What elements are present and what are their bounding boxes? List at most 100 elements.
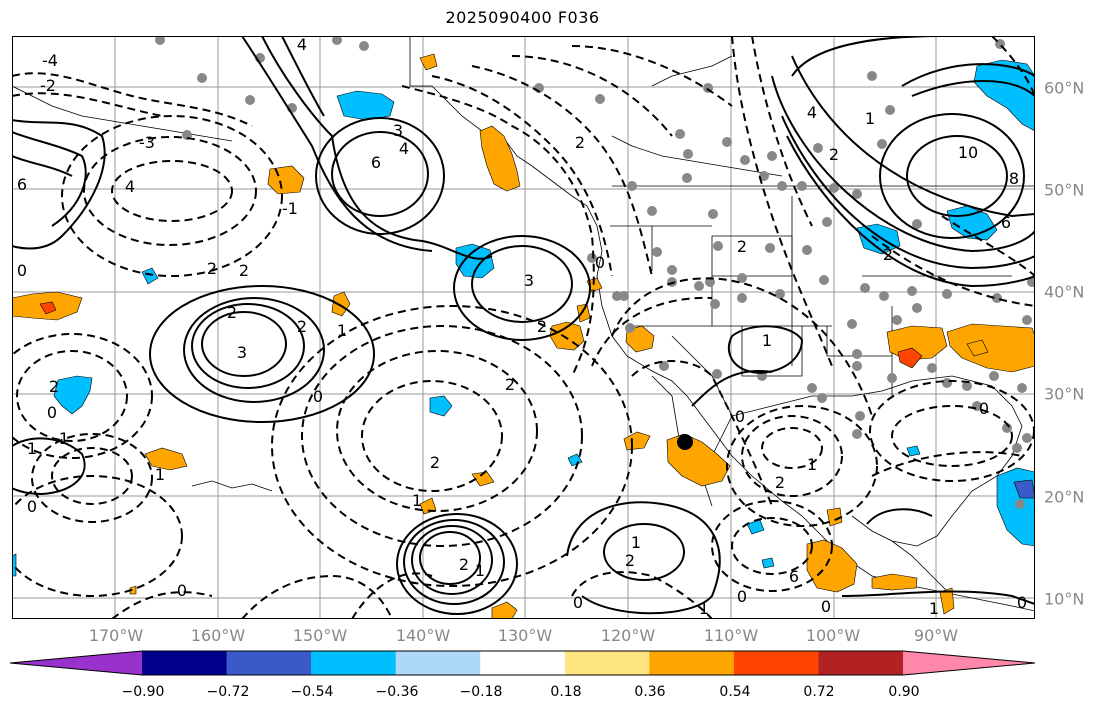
contour-label: 0 <box>177 581 187 600</box>
contour-label: 4 <box>297 36 307 54</box>
contour-labels: -4 -2 6 4 -3 -1 6 4 3 3 2 3 2 1 2 2 0 0 … <box>17 36 1027 618</box>
contour-label: 0 <box>595 253 605 272</box>
contour-label: 1 <box>762 331 772 350</box>
lon-label: 90°W <box>913 626 959 645</box>
lon-label: 120°W <box>600 626 656 645</box>
colorbar-segment <box>564 651 650 675</box>
contour-label: 2 <box>625 551 635 570</box>
contour-label: 1 <box>699 599 709 618</box>
map-frame <box>12 36 1035 619</box>
lat-label: 40°N <box>1044 282 1085 302</box>
contour-label: 1 <box>27 439 37 458</box>
contour-label: 1 <box>155 465 165 484</box>
colorbar-tick: −0.18 <box>459 684 503 700</box>
contour-label: 2 <box>575 133 585 152</box>
colorbar-segment <box>480 651 566 675</box>
contour-label: 2 <box>49 377 59 396</box>
contour-label: 10 <box>958 143 978 162</box>
map-title: 2025090400 F036 <box>445 8 600 27</box>
contour-label: 2 <box>775 473 785 492</box>
contour-label: 3 <box>237 343 247 362</box>
lon-label: 140°W <box>395 626 451 645</box>
lon-label: 100°W <box>805 626 861 645</box>
colorbar-tick: 0.90 <box>888 684 920 700</box>
contour-label: 2 <box>239 261 249 280</box>
contour-label: 2 <box>207 259 217 278</box>
contour-label: 6 <box>371 153 381 172</box>
contour-label: 0 <box>821 597 831 616</box>
contour-label: 6 <box>17 175 27 194</box>
contour-label: 1 <box>807 455 817 474</box>
contour-label: 4 <box>807 103 817 122</box>
contour-label: 1 <box>929 599 939 618</box>
colorbar-segment <box>142 651 228 675</box>
contour-label: 1 <box>412 491 422 510</box>
contour-label: 0 <box>47 403 57 422</box>
contour-label: 6 <box>1001 213 1011 232</box>
contour-label: 2 <box>227 303 237 322</box>
station-dots <box>155 36 1035 509</box>
contour-label: -2 <box>40 76 56 95</box>
lon-label: 170°W <box>88 626 144 645</box>
weather-map: -4 -2 6 4 -3 -1 6 4 3 3 2 3 2 1 2 2 0 0 … <box>12 36 1035 619</box>
contour-label: 8 <box>1009 169 1019 188</box>
contour-label: 1 <box>337 321 347 340</box>
colorbar-tick: 0.18 <box>550 684 582 700</box>
colorbar-tick: −0.54 <box>290 684 334 700</box>
colorbar-tick: −0.90 <box>121 684 165 700</box>
colorbar-segment <box>649 651 735 675</box>
colorbar-extend-low <box>10 651 142 675</box>
contours-solid <box>12 36 1035 615</box>
contour-label: 0 <box>735 407 745 426</box>
colorbar-tick: −0.36 <box>375 684 419 700</box>
map-background <box>12 36 1035 619</box>
contour-label: 0 <box>1017 593 1027 612</box>
lat-label: 20°N <box>1044 487 1085 507</box>
colorbar-segment <box>226 651 312 675</box>
colorbar-tick: 0.54 <box>719 684 751 700</box>
contour-label: 1 <box>475 561 485 580</box>
contour-label: -1 <box>282 199 298 218</box>
colorbar-tick: −0.72 <box>206 684 250 700</box>
colorbar-segment <box>818 651 904 675</box>
contour-label: 2 <box>829 145 839 164</box>
colorbar-segment <box>395 651 481 675</box>
contour-label: -4 <box>42 51 58 70</box>
contour-label: 0 <box>573 593 583 612</box>
lon-label: 130°W <box>497 626 553 645</box>
contour-label: 0 <box>27 497 37 516</box>
contour-label: 1 <box>59 429 69 448</box>
contour-label: 0 <box>17 261 27 280</box>
contour-label: 3 <box>393 121 403 140</box>
lon-label: 160°W <box>190 626 246 645</box>
colorbar-tick: 0.36 <box>634 684 666 700</box>
contour-label: 3 <box>524 271 534 290</box>
contour-label: 2 <box>297 317 307 336</box>
contour-label: 2 <box>430 453 440 472</box>
contour-label: 2 <box>737 237 747 256</box>
contour-label: 2 <box>537 317 547 336</box>
contour-label: 2 <box>505 375 515 394</box>
colorbar <box>10 650 1036 676</box>
contour-label: 6 <box>789 567 799 586</box>
colorbar-segment <box>733 651 819 675</box>
contour-label: 2 <box>459 555 469 574</box>
contour-label: -3 <box>139 133 155 152</box>
contour-label: 1 <box>865 109 875 128</box>
contour-label: 2 <box>883 245 893 264</box>
lon-label: 150°W <box>292 626 348 645</box>
colorbar-segment <box>311 651 397 675</box>
colorbar-extend-high <box>903 651 1035 675</box>
lon-label: 110°W <box>703 626 759 645</box>
lat-label: 30°N <box>1044 384 1085 404</box>
lat-label: 60°N <box>1044 78 1085 98</box>
contour-label: 0 <box>737 587 747 606</box>
contour-label: 4 <box>125 177 135 196</box>
contour-label: 0 <box>979 399 989 418</box>
storm-center-marker <box>677 434 693 450</box>
contour-label: 0 <box>313 387 323 406</box>
colorbar-tick: 0.72 <box>803 684 835 700</box>
contours-dashed <box>12 36 1035 619</box>
contour-label: 1 <box>631 533 641 552</box>
lat-label: 10°N <box>1044 589 1085 609</box>
